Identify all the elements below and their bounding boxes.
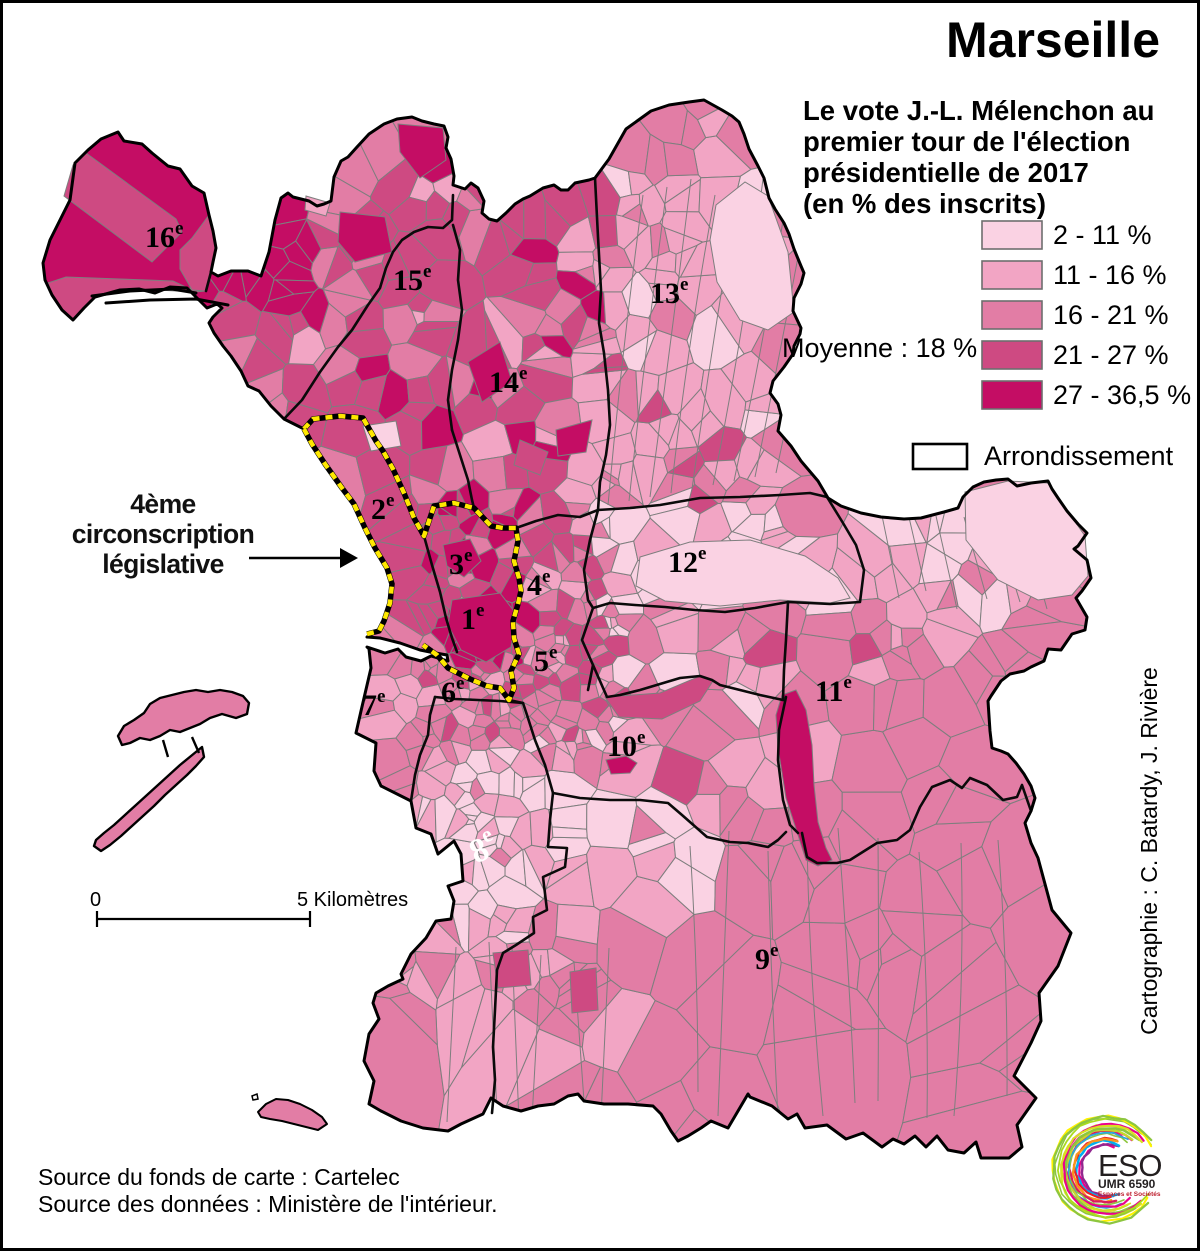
svg-text:premier tour de l'élection: premier tour de l'élection xyxy=(803,126,1130,157)
svg-text:présidentielle de 2017: présidentielle de 2017 xyxy=(803,157,1089,188)
svg-text:Source du fonds de carte : Car: Source du fonds de carte : Cartelec xyxy=(38,1164,400,1190)
svg-text:11 - 16 %: 11 - 16 % xyxy=(1053,260,1167,290)
svg-text:Cartographie : C. Batardy, J.: Cartographie : C. Batardy, J. Rivière xyxy=(1136,667,1162,1035)
svg-text:Moyenne : 18 %: Moyenne : 18 % xyxy=(782,333,977,363)
svg-text:ESO: ESO xyxy=(1098,1148,1162,1183)
svg-text:UMR 6590: UMR 6590 xyxy=(1098,1177,1156,1191)
svg-text:5 Kilomètres: 5 Kilomètres xyxy=(297,889,408,911)
svg-text:2 - 11 %: 2 - 11 % xyxy=(1053,220,1152,250)
svg-text:Le vote J.-L. Mélenchon au: Le vote J.-L. Mélenchon au xyxy=(803,95,1154,126)
svg-text:0: 0 xyxy=(90,889,101,911)
svg-text:Espaces et Sociétés: Espaces et Sociétés xyxy=(1098,1191,1161,1198)
svg-text:(en % des inscrits): (en % des inscrits) xyxy=(803,188,1046,219)
svg-text:Arrondissement: Arrondissement xyxy=(984,441,1174,471)
svg-text:16 - 21 %: 16 - 21 % xyxy=(1053,300,1169,330)
svg-text:circonscription: circonscription xyxy=(72,519,254,549)
svg-text:4ème: 4ème xyxy=(130,489,195,519)
svg-text:27 - 36,5 %: 27 - 36,5 % xyxy=(1053,380,1191,410)
svg-text:Marseille: Marseille xyxy=(946,12,1160,68)
svg-text:législative: législative xyxy=(102,549,224,579)
svg-text:21 - 27 %: 21 - 27 % xyxy=(1053,340,1169,370)
svg-text:Source des données : Ministère: Source des données : Ministère de l'inté… xyxy=(38,1191,498,1217)
